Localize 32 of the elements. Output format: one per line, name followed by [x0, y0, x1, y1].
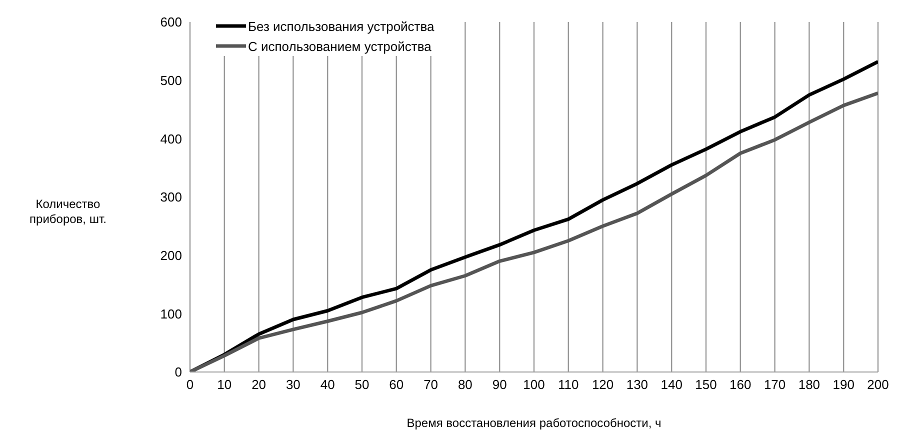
y-tick-label: 400: [160, 131, 182, 146]
x-axis-title: Время восстановления работоспособности, ч: [406, 416, 662, 430]
x-tick-label: 40: [320, 377, 335, 392]
y-tick-label: 0: [174, 364, 182, 380]
y-tick-label: 200: [160, 248, 182, 263]
x-tick-label: 180: [798, 377, 820, 392]
x-tick-label: 110: [558, 377, 579, 392]
x-tick-label: 60: [389, 377, 404, 392]
x-tick-label: 170: [764, 377, 786, 392]
x-tick-label: 100: [523, 377, 545, 392]
y-tick-label: 100: [160, 306, 182, 322]
x-tick-label: 140: [660, 377, 682, 392]
x-tick-label: 150: [695, 377, 717, 392]
x-tick-label: 10: [217, 377, 232, 392]
x-tick-label: 90: [492, 377, 507, 392]
x-tick-label: 200: [867, 377, 889, 392]
y-tick-label: 500: [160, 72, 182, 88]
x-tick-label: 50: [354, 377, 370, 392]
legend-label: Без использования устройства: [248, 18, 434, 34]
x-tick-label: 190: [832, 377, 854, 392]
y-axis-title: Количество приборов, шт.: [30, 197, 106, 226]
x-tick-label: 130: [626, 377, 648, 392]
x-tick-label: 80: [458, 377, 472, 392]
x-tick-label: 0: [186, 377, 194, 392]
x-tick-label: 160: [730, 377, 752, 392]
x-tick-label: 30: [286, 377, 300, 392]
y-tick-label: 300: [160, 190, 182, 205]
x-tick-label: 120: [592, 377, 614, 392]
y-tick-label: 600: [160, 14, 182, 30]
x-tick-label: 20: [252, 377, 266, 392]
x-tick-label: 70: [424, 377, 438, 392]
legend-label: С использованием устройства: [248, 38, 432, 54]
